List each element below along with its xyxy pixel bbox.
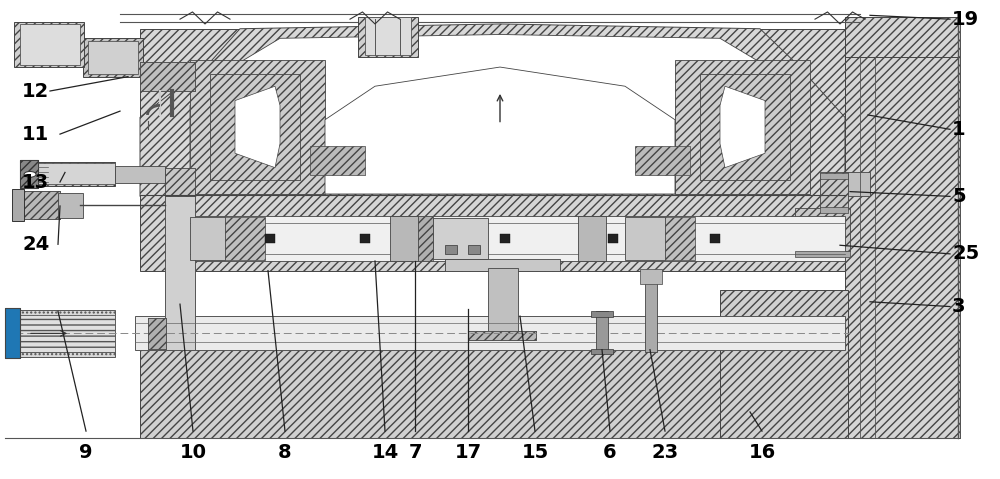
Bar — [20, 191, 60, 219]
Text: 7: 7 — [408, 443, 422, 462]
Polygon shape — [190, 34, 810, 194]
Bar — [148, 318, 166, 349]
Bar — [20, 160, 38, 188]
Bar — [10, 310, 115, 357]
Bar — [468, 331, 536, 340]
Polygon shape — [235, 86, 280, 168]
Bar — [190, 216, 845, 261]
Text: 12: 12 — [22, 81, 49, 101]
Bar — [820, 172, 848, 213]
Text: 6: 6 — [603, 443, 617, 462]
Bar — [795, 251, 850, 257]
Bar — [578, 216, 606, 261]
Bar — [795, 208, 850, 251]
Text: 13: 13 — [22, 172, 49, 192]
Bar — [365, 17, 411, 55]
Bar — [635, 146, 690, 175]
Bar — [140, 345, 720, 438]
Bar — [360, 234, 370, 243]
Text: 3: 3 — [952, 297, 966, 316]
Bar — [845, 17, 960, 57]
Bar — [20, 24, 80, 65]
Bar — [591, 311, 613, 317]
Bar — [20, 160, 38, 188]
Bar — [845, 22, 960, 438]
Bar — [140, 62, 195, 91]
Polygon shape — [140, 24, 845, 196]
Bar — [418, 216, 433, 261]
Bar — [720, 290, 848, 438]
Polygon shape — [325, 67, 675, 194]
Bar — [14, 22, 84, 67]
Bar — [445, 259, 560, 271]
Bar — [83, 38, 143, 77]
Bar — [10, 315, 115, 352]
Bar — [591, 349, 613, 354]
Polygon shape — [845, 172, 870, 196]
Bar — [720, 333, 848, 438]
Bar — [675, 60, 810, 194]
Text: 11: 11 — [22, 125, 49, 144]
Bar — [148, 318, 166, 349]
Bar — [135, 316, 845, 350]
Bar — [20, 191, 60, 219]
Bar — [5, 308, 20, 358]
Bar — [820, 207, 848, 213]
Bar — [5, 308, 20, 358]
Bar — [58, 193, 83, 218]
Text: 5: 5 — [952, 187, 966, 206]
Circle shape — [24, 171, 36, 177]
Bar — [140, 29, 845, 196]
Bar — [165, 196, 195, 350]
Bar — [433, 218, 488, 259]
Text: 24: 24 — [22, 235, 49, 254]
Text: 10: 10 — [180, 443, 207, 462]
Bar — [500, 234, 510, 243]
Polygon shape — [720, 86, 765, 168]
Bar — [88, 41, 138, 74]
Bar — [140, 62, 195, 91]
Bar — [310, 146, 365, 175]
Bar — [225, 217, 265, 260]
Bar — [390, 216, 418, 261]
Bar — [445, 245, 457, 254]
Bar — [710, 234, 720, 243]
Bar — [190, 217, 225, 260]
Bar — [645, 280, 657, 352]
Bar — [468, 331, 536, 340]
Bar — [820, 173, 848, 179]
Text: 15: 15 — [521, 443, 549, 462]
Bar — [625, 217, 665, 260]
Bar — [35, 162, 115, 186]
Bar — [488, 268, 518, 333]
Text: 1: 1 — [952, 120, 966, 139]
Bar — [700, 74, 790, 180]
Bar — [640, 269, 662, 284]
Bar — [115, 166, 165, 183]
Bar — [468, 245, 480, 254]
Text: 16: 16 — [748, 443, 776, 462]
Bar — [165, 168, 195, 196]
Bar — [35, 163, 115, 184]
Bar — [265, 234, 275, 243]
Text: 25: 25 — [952, 244, 979, 263]
Bar — [596, 311, 608, 352]
Bar — [358, 17, 418, 57]
Bar — [210, 74, 300, 180]
Text: 9: 9 — [79, 443, 93, 462]
Text: 17: 17 — [454, 443, 482, 462]
Text: 23: 23 — [651, 443, 679, 462]
Bar — [665, 217, 695, 260]
Text: 14: 14 — [371, 443, 399, 462]
Bar — [190, 60, 325, 194]
Bar — [608, 234, 618, 243]
Bar — [140, 195, 845, 271]
Text: 19: 19 — [952, 10, 979, 29]
Text: 8: 8 — [278, 443, 292, 462]
Bar — [12, 189, 24, 221]
